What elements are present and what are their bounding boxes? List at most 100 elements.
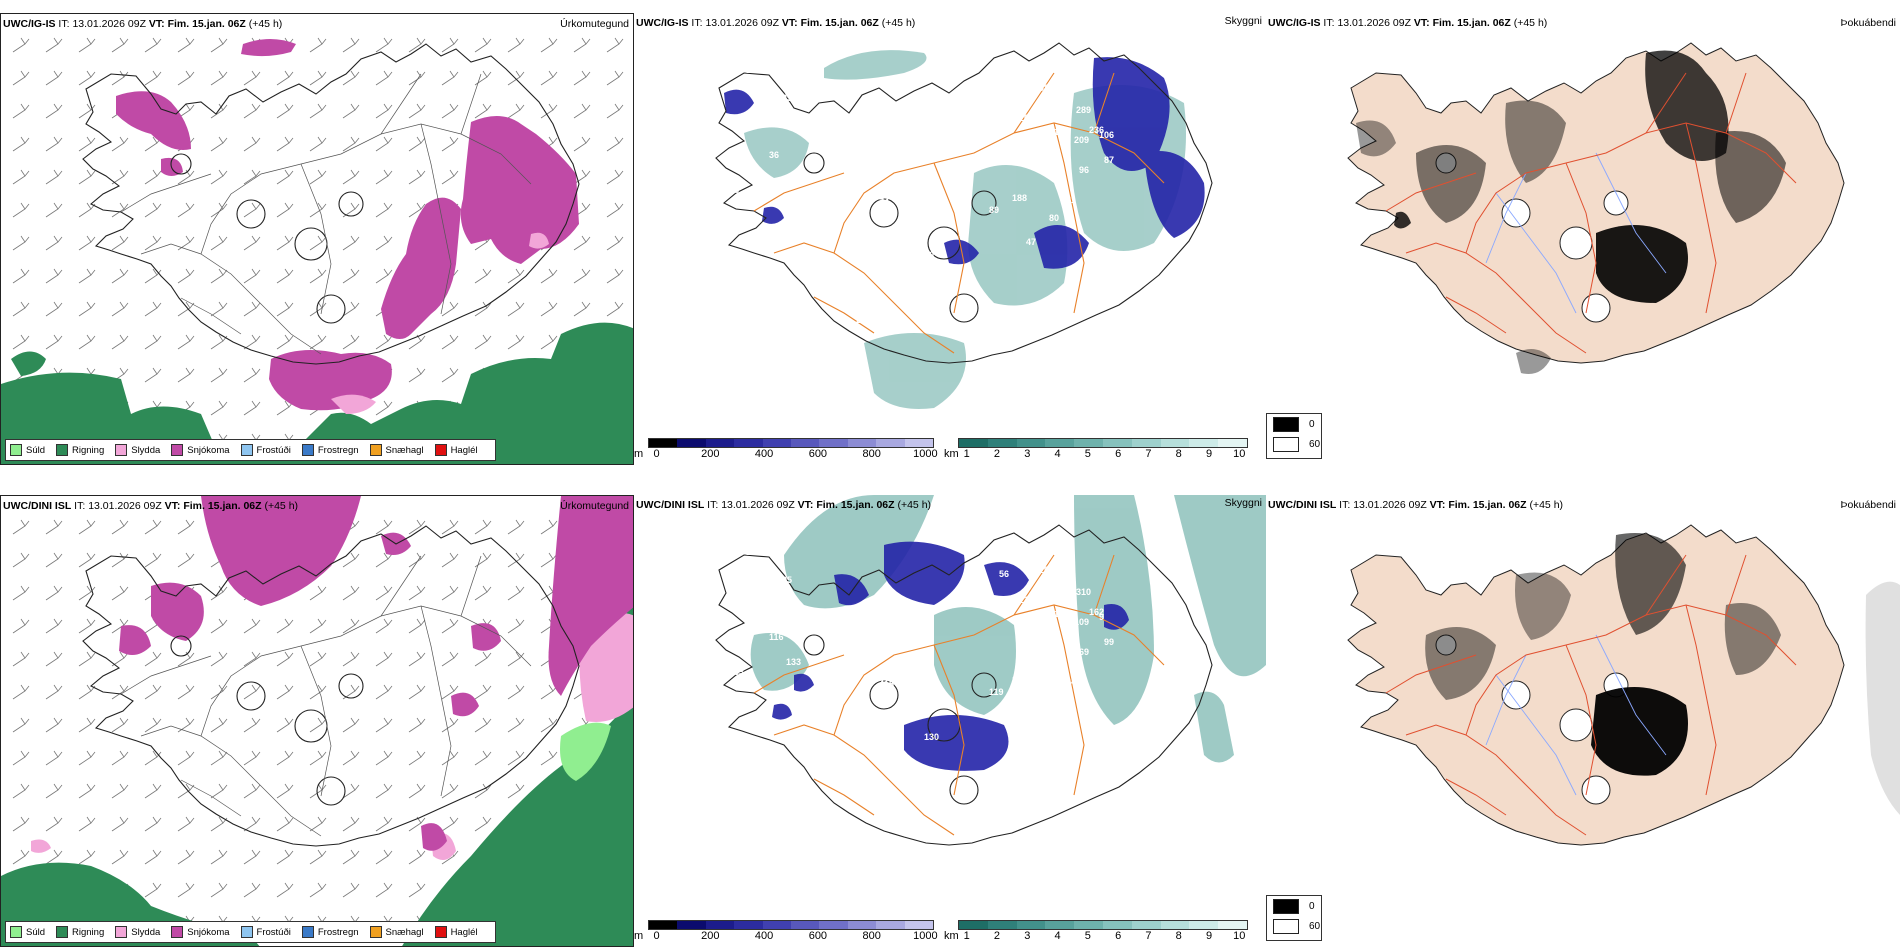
colorbar-segment	[677, 921, 706, 929]
road-path	[1385, 172, 1477, 212]
wind-barb	[441, 618, 459, 634]
wind-barb	[573, 268, 591, 284]
road-path	[460, 555, 482, 617]
wind-barb	[276, 618, 294, 634]
legend-label: Haglél	[450, 926, 478, 938]
ceiling-value-label: 921	[1026, 719, 1041, 729]
road-path	[1725, 554, 1747, 616]
road-path	[1385, 654, 1477, 694]
visibility-colorbar: km 1 2 3 4 5 6 7 8 9 10	[944, 438, 1248, 462]
wind-barb	[342, 750, 360, 766]
ceiling-value-label: 209	[1074, 135, 1089, 145]
wind-barb	[243, 367, 261, 383]
ceiling-value-label: 133	[719, 549, 734, 559]
wind-barb	[45, 552, 63, 568]
wind-barb	[243, 400, 261, 416]
rivers	[1485, 152, 1667, 314]
wind-barb	[144, 552, 162, 568]
ceiling-labels: 133 126 137 95 98 116 133 163 60 56 129 214 103 310 14…	[719, 547, 1114, 782]
wind-barb	[375, 519, 393, 535]
ceiling-panel-row2: 133 126 137 95 98 116 133 163 60 56 129 214 103 310 14…	[634, 495, 1266, 947]
legend-item-4: Frostúði	[240, 444, 291, 456]
wind-barb	[507, 37, 525, 53]
wind-barb	[408, 202, 426, 218]
variable-label: Þokuábendi	[1840, 499, 1896, 511]
wind-barb	[408, 552, 426, 568]
wind-barb	[441, 585, 459, 601]
wind-barb	[540, 103, 558, 119]
wind-barb	[243, 684, 261, 700]
colorbar-tick-label: 7	[1145, 448, 1152, 460]
wind-barb	[78, 37, 96, 53]
legend-label: Frostregn	[317, 926, 359, 938]
wind-barb	[210, 400, 228, 416]
wind-barb	[45, 519, 63, 535]
wind-barb	[111, 585, 129, 601]
wind-barb	[210, 103, 228, 119]
roads	[1385, 72, 1797, 354]
wind-barb	[177, 783, 195, 799]
colorbar-tick-label: 400	[754, 930, 774, 942]
wind-barb	[45, 618, 63, 634]
wind-barb	[144, 519, 162, 535]
panel-title: UWC/IG-IS IT: 13.01.2026 09Z VT: Fim. 15…	[1268, 17, 1548, 29]
legend-label: Snæhagl	[385, 926, 424, 938]
roads	[120, 73, 532, 355]
wind-barb	[78, 717, 96, 733]
road-path	[180, 779, 242, 817]
wind-barb	[342, 618, 360, 634]
wind-barb	[507, 651, 525, 667]
wind-barb	[375, 103, 393, 119]
legend-item-1: Rigning	[56, 444, 104, 456]
road-path	[813, 296, 875, 334]
colorbar-segment	[1160, 921, 1190, 929]
colorbar-tick-label: 200	[701, 448, 720, 460]
wind-barb	[342, 651, 360, 667]
wind-barb	[342, 816, 360, 832]
wind-barb	[342, 235, 360, 251]
road-path	[1565, 162, 1597, 314]
river-path	[1495, 674, 1577, 796]
ceiling-value-label: 126	[746, 547, 761, 557]
road-path	[420, 123, 452, 315]
wind-barb	[12, 268, 30, 284]
legend-item-5: Frostregn	[301, 926, 359, 938]
wind-barb	[573, 301, 591, 317]
variable-label: Úrkomutegund	[560, 18, 629, 30]
ceiling-value-label: 158	[839, 760, 854, 770]
wind-barb	[78, 301, 96, 317]
wind-barb	[45, 651, 63, 667]
wind-barb	[342, 70, 360, 86]
legend-swatch	[240, 926, 253, 938]
wind-barb	[606, 103, 624, 119]
wind-barb	[375, 882, 393, 898]
wind-barb	[210, 70, 228, 86]
ceiling-value-label: 125	[859, 772, 874, 782]
wind-barb	[408, 783, 426, 799]
glacier-outline	[1435, 634, 1457, 656]
legend-swatch	[10, 926, 22, 938]
ceiling-value-label: 206	[1019, 113, 1034, 123]
wind-barb	[441, 136, 459, 152]
wind-barb	[12, 849, 30, 865]
wind-barb	[408, 816, 426, 832]
ceiling-value-label: 244	[1066, 677, 1081, 687]
wind-barb	[342, 882, 360, 898]
wind-barb	[12, 169, 30, 185]
wind-barb	[408, 37, 426, 53]
variable-label: Skyggni	[1224, 15, 1262, 27]
wind-barb	[210, 783, 228, 799]
ceiling-value-label: 81	[1066, 195, 1076, 205]
colorbar-tick-label: 0	[653, 448, 660, 460]
wind-barb	[12, 202, 30, 218]
wind-barb	[111, 552, 129, 568]
glacier-outline	[1559, 708, 1593, 742]
wind-barb	[111, 750, 129, 766]
road-path	[1645, 72, 1687, 134]
legend-swatch	[56, 926, 69, 938]
wind-barb	[45, 103, 63, 119]
wind-barb	[144, 37, 162, 53]
ceiling-value-label: 188	[1012, 193, 1027, 203]
wind-barb	[441, 783, 459, 799]
wind-barb	[507, 750, 525, 766]
